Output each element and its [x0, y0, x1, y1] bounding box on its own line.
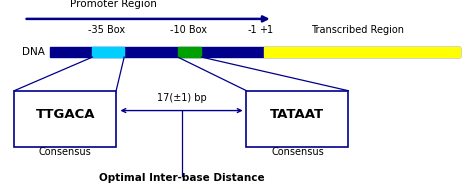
Bar: [264, 47, 460, 57]
Text: TTGACA: TTGACA: [36, 108, 95, 121]
Bar: [178, 47, 201, 57]
Text: Consensus: Consensus: [271, 147, 324, 157]
Text: 17(±1) bp: 17(±1) bp: [157, 93, 206, 103]
Text: +1: +1: [259, 25, 273, 35]
Text: -1: -1: [248, 25, 257, 35]
Text: -10 Box: -10 Box: [170, 25, 207, 35]
Text: Promoter Region: Promoter Region: [70, 0, 157, 9]
Bar: [50, 47, 460, 57]
Bar: [92, 47, 124, 57]
FancyBboxPatch shape: [14, 91, 116, 147]
Text: Transcribed Region: Transcribed Region: [311, 25, 404, 35]
Text: TATAAT: TATAAT: [270, 108, 325, 121]
Text: Consensus: Consensus: [39, 147, 91, 157]
Text: Optimal Inter-base Distance: Optimal Inter-base Distance: [99, 173, 264, 183]
Text: -35 Box: -35 Box: [88, 25, 125, 35]
FancyBboxPatch shape: [246, 91, 348, 147]
Text: DNA: DNA: [22, 47, 45, 57]
